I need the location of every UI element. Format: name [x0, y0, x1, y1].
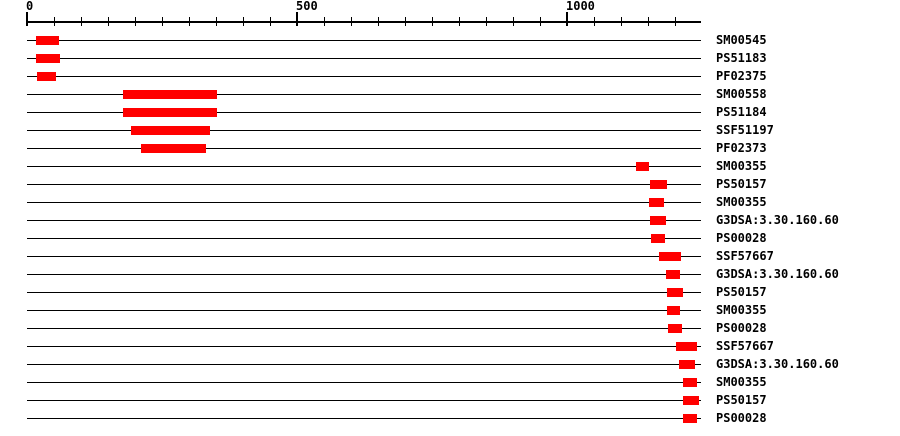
axis-minor-tick: [135, 17, 136, 26]
axis-minor-tick: [81, 17, 82, 26]
signature-accession-label: SSF57667: [716, 249, 774, 263]
axis-minor-tick: [648, 17, 649, 26]
axis-minor-tick: [270, 17, 271, 26]
sequence-line: [27, 148, 701, 149]
axis-minor-tick: [486, 17, 487, 26]
signature-match-box[interactable]: [123, 90, 217, 99]
signature-match-box[interactable]: [649, 198, 664, 207]
sequence-line: [27, 256, 701, 257]
sequence-line: [27, 382, 701, 383]
signature-match-box[interactable]: [667, 288, 683, 297]
axis-minor-tick: [513, 17, 514, 26]
signature-accession-label: PS51183: [716, 51, 767, 65]
signature-match-box[interactable]: [141, 144, 206, 153]
signature-match-box[interactable]: [683, 378, 697, 387]
axis-major-tick: [26, 12, 28, 26]
sequence-line: [27, 274, 701, 275]
signature-accession-label: G3DSA:3.30.160.60: [716, 357, 839, 371]
sequence-line: [27, 310, 701, 311]
signature-match-box[interactable]: [683, 396, 699, 405]
signature-accession-label: SM00545: [716, 33, 767, 47]
signature-accession-label: PS51184: [716, 105, 767, 119]
signature-match-box[interactable]: [679, 360, 695, 369]
signature-accession-label: SM00355: [716, 195, 767, 209]
signature-accession-label: PS50157: [716, 393, 767, 407]
signature-accession-label: SM00355: [716, 303, 767, 317]
sequence-line: [27, 364, 701, 365]
signature-accession-label: PS50157: [716, 285, 767, 299]
signature-accession-label: SM00355: [716, 375, 767, 389]
signature-match-box[interactable]: [650, 216, 666, 225]
axis-minor-tick: [189, 17, 190, 26]
axis-minor-tick: [216, 17, 217, 26]
sequence-line: [27, 40, 701, 41]
sequence-line: [27, 130, 701, 131]
signature-match-box[interactable]: [36, 54, 60, 63]
signature-match-box[interactable]: [667, 306, 680, 315]
signature-match-box[interactable]: [123, 108, 217, 117]
sequence-line: [27, 238, 701, 239]
axis-minor-tick: [621, 17, 622, 26]
axis-minor-tick: [594, 17, 595, 26]
signature-accession-label: PF02375: [716, 69, 767, 83]
axis-major-tick: [296, 12, 298, 26]
sequence-line: [27, 58, 701, 59]
signature-accession-label: SSF51197: [716, 123, 774, 137]
signature-accession-label: PS00028: [716, 231, 767, 245]
axis-minor-tick: [432, 17, 433, 26]
sequence-line: [27, 112, 701, 113]
signature-accession-label: PS00028: [716, 321, 767, 335]
sequence-line: [27, 328, 701, 329]
axis-major-tick: [566, 12, 568, 26]
signature-accession-label: PF02373: [716, 141, 767, 155]
signature-match-box[interactable]: [668, 324, 682, 333]
signature-match-box[interactable]: [37, 72, 56, 81]
signature-accession-label: PS00028: [716, 411, 767, 425]
axis-minor-tick: [108, 17, 109, 26]
sequence-line: [27, 166, 701, 167]
signature-match-box[interactable]: [683, 414, 697, 423]
axis-tick-label: 0: [26, 0, 34, 13]
sequence-line: [27, 184, 701, 185]
axis-minor-tick: [378, 17, 379, 26]
signature-match-box[interactable]: [659, 252, 681, 261]
signature-accession-label: SM00558: [716, 87, 767, 101]
signature-match-box[interactable]: [131, 126, 210, 135]
sequence-line: [27, 202, 701, 203]
signature-accession-label: SM00355: [716, 159, 767, 173]
axis-minor-tick: [162, 17, 163, 26]
signature-match-box[interactable]: [650, 180, 667, 189]
sequence-line: [27, 400, 701, 401]
axis-minor-tick: [243, 17, 244, 26]
axis-minor-tick: [540, 17, 541, 26]
sequence-line: [27, 76, 701, 77]
axis-minor-tick: [405, 17, 406, 26]
signature-accession-label: G3DSA:3.30.160.60: [716, 267, 839, 281]
axis-minor-tick: [459, 17, 460, 26]
signature-accession-label: SSF57667: [716, 339, 774, 353]
sequence-line: [27, 220, 701, 221]
axis-minor-tick: [675, 17, 676, 26]
axis-minor-tick: [54, 17, 55, 26]
sequence-line: [27, 94, 701, 95]
sequence-line: [27, 418, 701, 419]
signature-match-box[interactable]: [36, 36, 59, 45]
axis-tick-label: 1000: [566, 0, 595, 13]
axis-tick-label: 500: [296, 0, 318, 13]
signature-accession-label: PS50157: [716, 177, 767, 191]
sequence-line: [27, 292, 701, 293]
signature-match-box[interactable]: [651, 234, 665, 243]
axis-minor-tick: [351, 17, 352, 26]
sequence-line: [27, 346, 701, 347]
signature-accession-label: G3DSA:3.30.160.60: [716, 213, 839, 227]
signature-match-box[interactable]: [666, 270, 680, 279]
axis-line: [27, 21, 701, 23]
signature-match-box[interactable]: [676, 342, 697, 351]
axis-minor-tick: [324, 17, 325, 26]
signature-match-box[interactable]: [636, 162, 649, 171]
